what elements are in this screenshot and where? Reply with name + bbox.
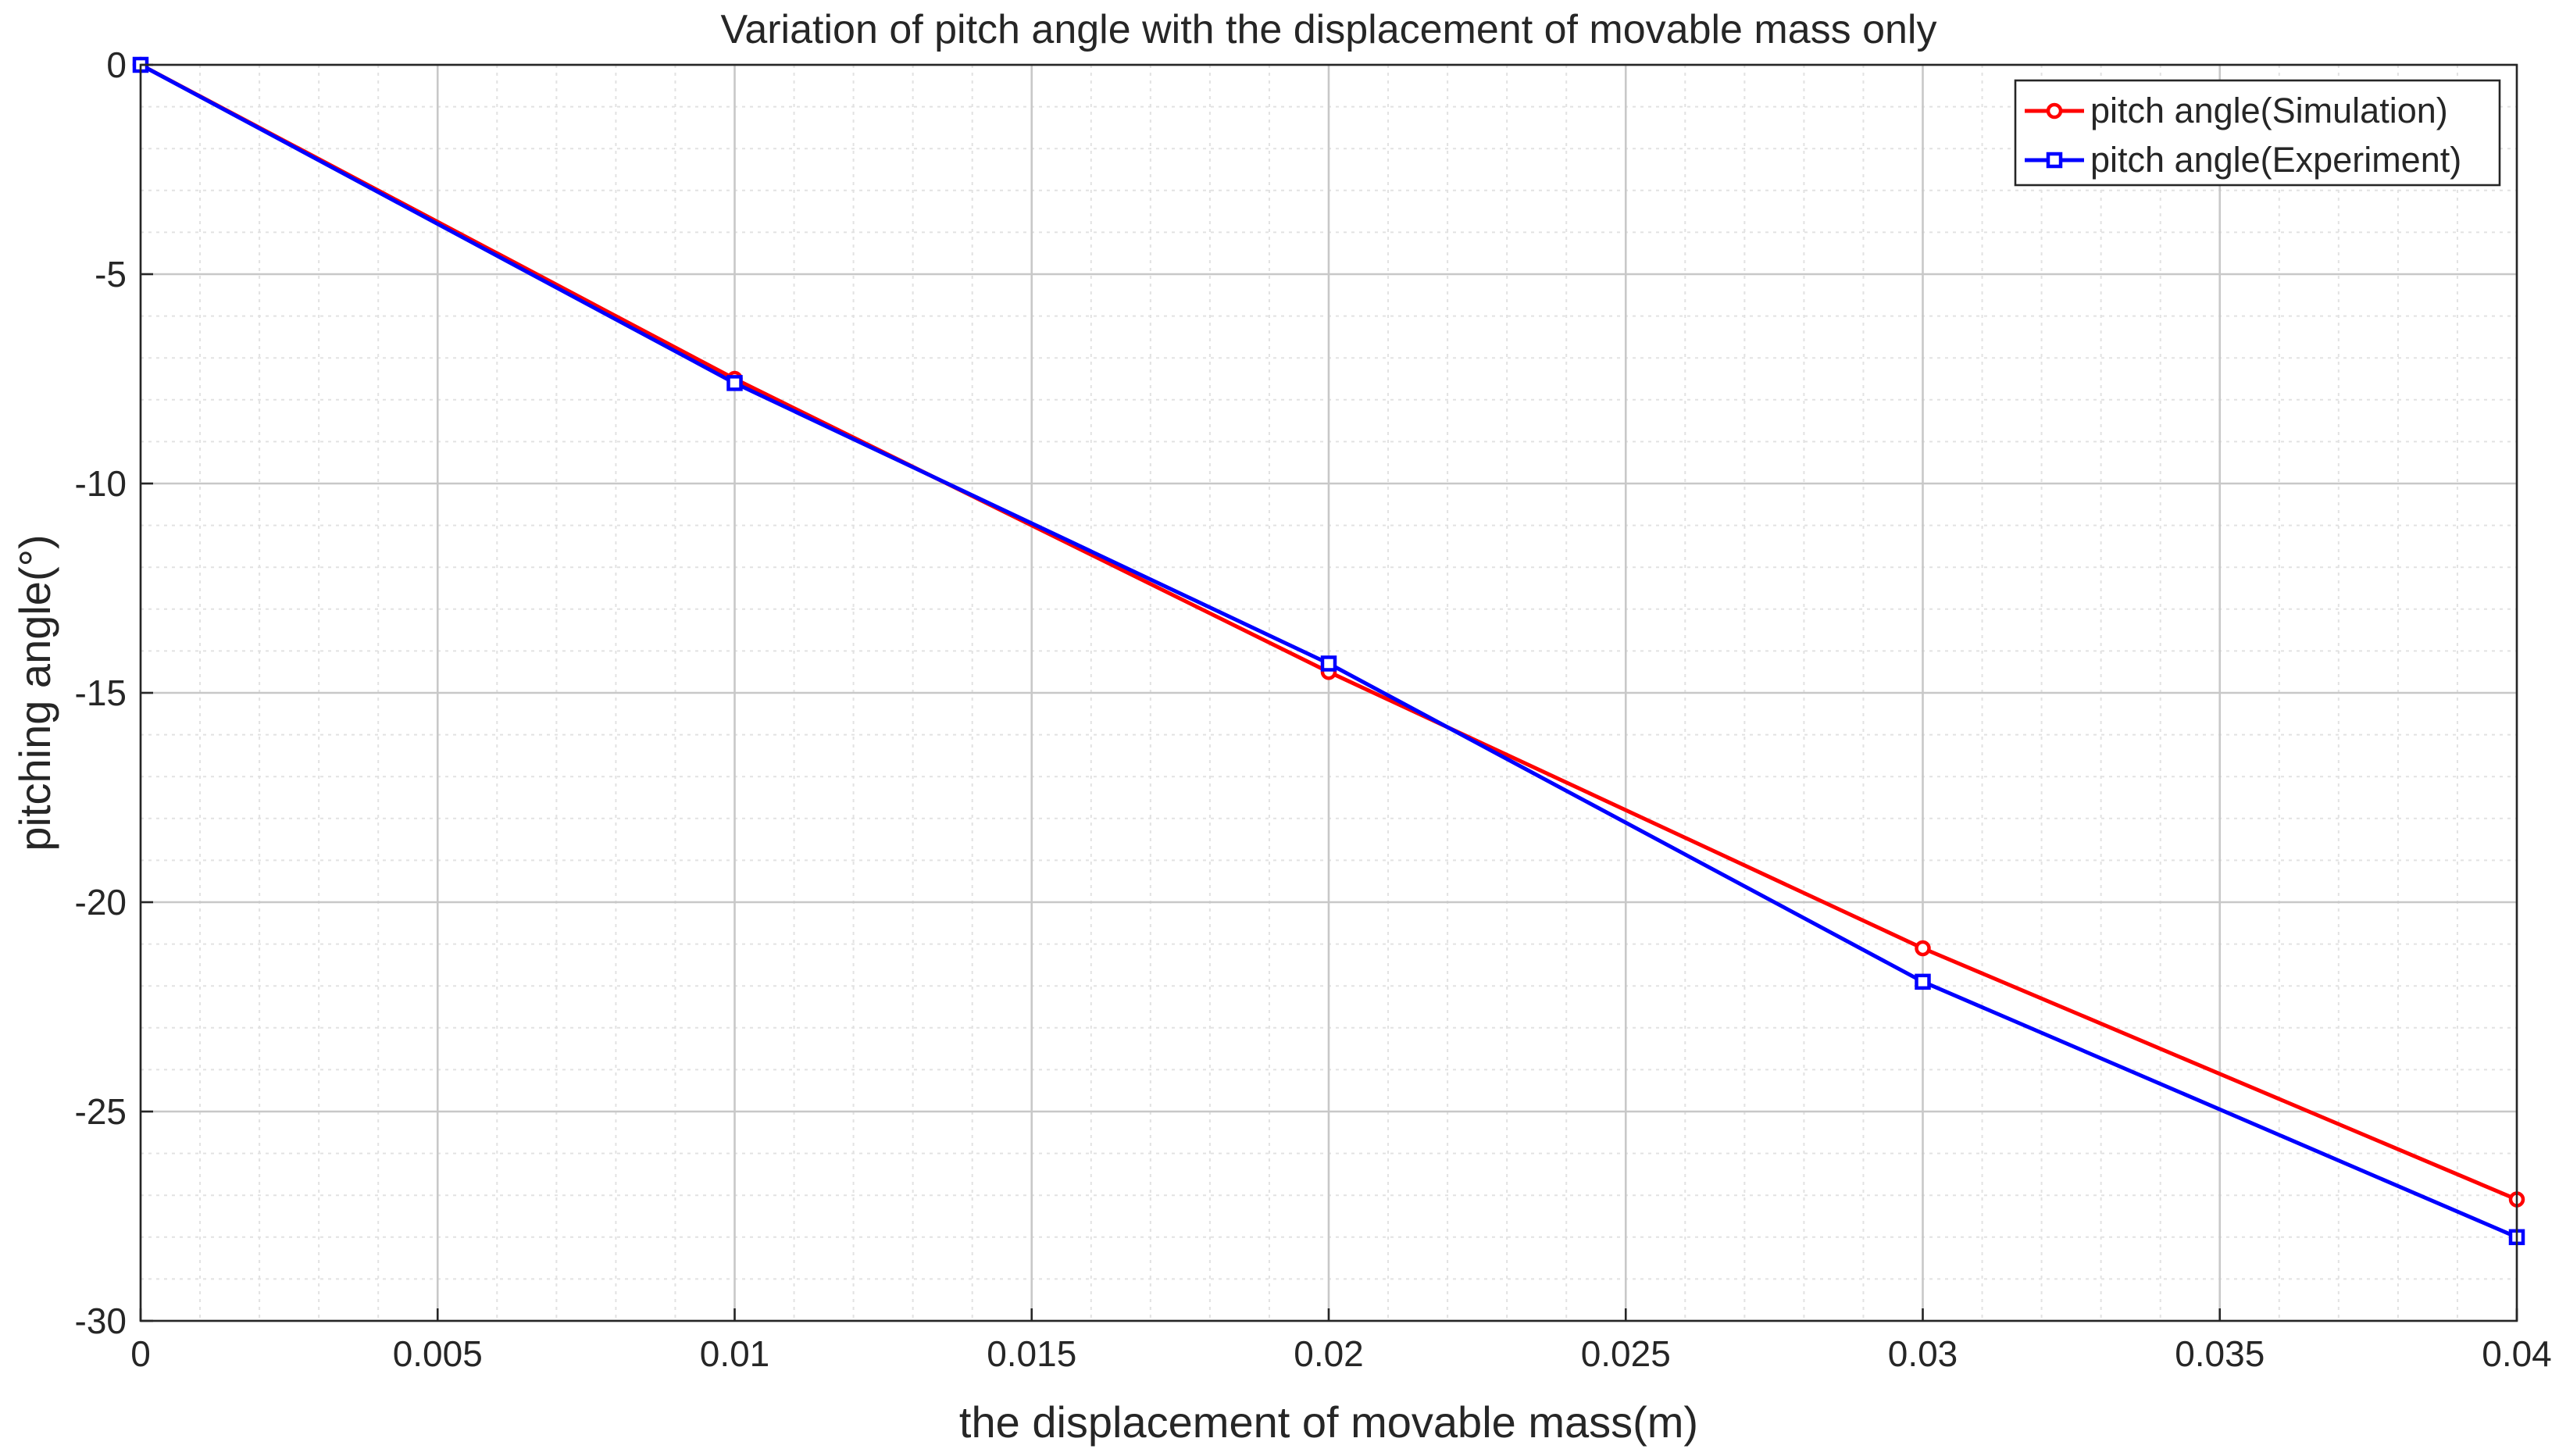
x-tick-label: 0.035	[2175, 1333, 2265, 1374]
y-tick-label: -20	[75, 882, 127, 922]
y-tick-label: -30	[75, 1301, 127, 1341]
x-tick-label: 0.04	[2482, 1333, 2552, 1374]
legend-marker-simulation	[2046, 102, 2063, 120]
legend: pitch angle(Simulation) pitch angle(Expe…	[2014, 79, 2501, 187]
x-tick-label: 0.025	[1581, 1333, 1671, 1374]
y-axis-label: pitching angle(°)	[10, 534, 59, 851]
x-tick-label: 0.015	[987, 1333, 1076, 1374]
x-tick-label: 0.005	[393, 1333, 483, 1374]
legend-label-simulation: pitch angle(Simulation)	[2090, 91, 2448, 130]
y-tick-label: -10	[75, 463, 127, 504]
data-point-experiment	[726, 375, 743, 391]
series-layer	[132, 56, 2525, 1246]
legend-label-experiment: pitch angle(Experiment)	[2090, 140, 2461, 180]
legend-box	[2014, 79, 2501, 187]
y-tick-label: 0	[106, 45, 127, 85]
x-tick-label: 0	[130, 1333, 151, 1374]
x-axis: 0 0.005 0.01 0.015 0.02 0.025 0.03 0.035 0.04	[130, 1308, 2552, 1374]
data-point-experiment	[1915, 973, 1931, 990]
data-point-simulation	[1915, 940, 1931, 957]
chart-title: Variation of pitch angle with the displa…	[721, 7, 1937, 52]
x-tick-label: 0.03	[1888, 1333, 1958, 1374]
data-point-experiment	[1320, 655, 1337, 672]
x-tick-label: 0.01	[700, 1333, 770, 1374]
x-tick-label: 0.02	[1294, 1333, 1364, 1374]
y-tick-label: -5	[95, 254, 127, 294]
x-axis-label: the displacement of movable mass(m)	[959, 1397, 1698, 1447]
y-axis: 0 -5 -10 -15 -20 -25 -30	[75, 45, 153, 1341]
y-tick-label: -25	[75, 1091, 127, 1132]
y-tick-label: -15	[75, 673, 127, 713]
legend-marker-experiment	[2046, 152, 2063, 169]
